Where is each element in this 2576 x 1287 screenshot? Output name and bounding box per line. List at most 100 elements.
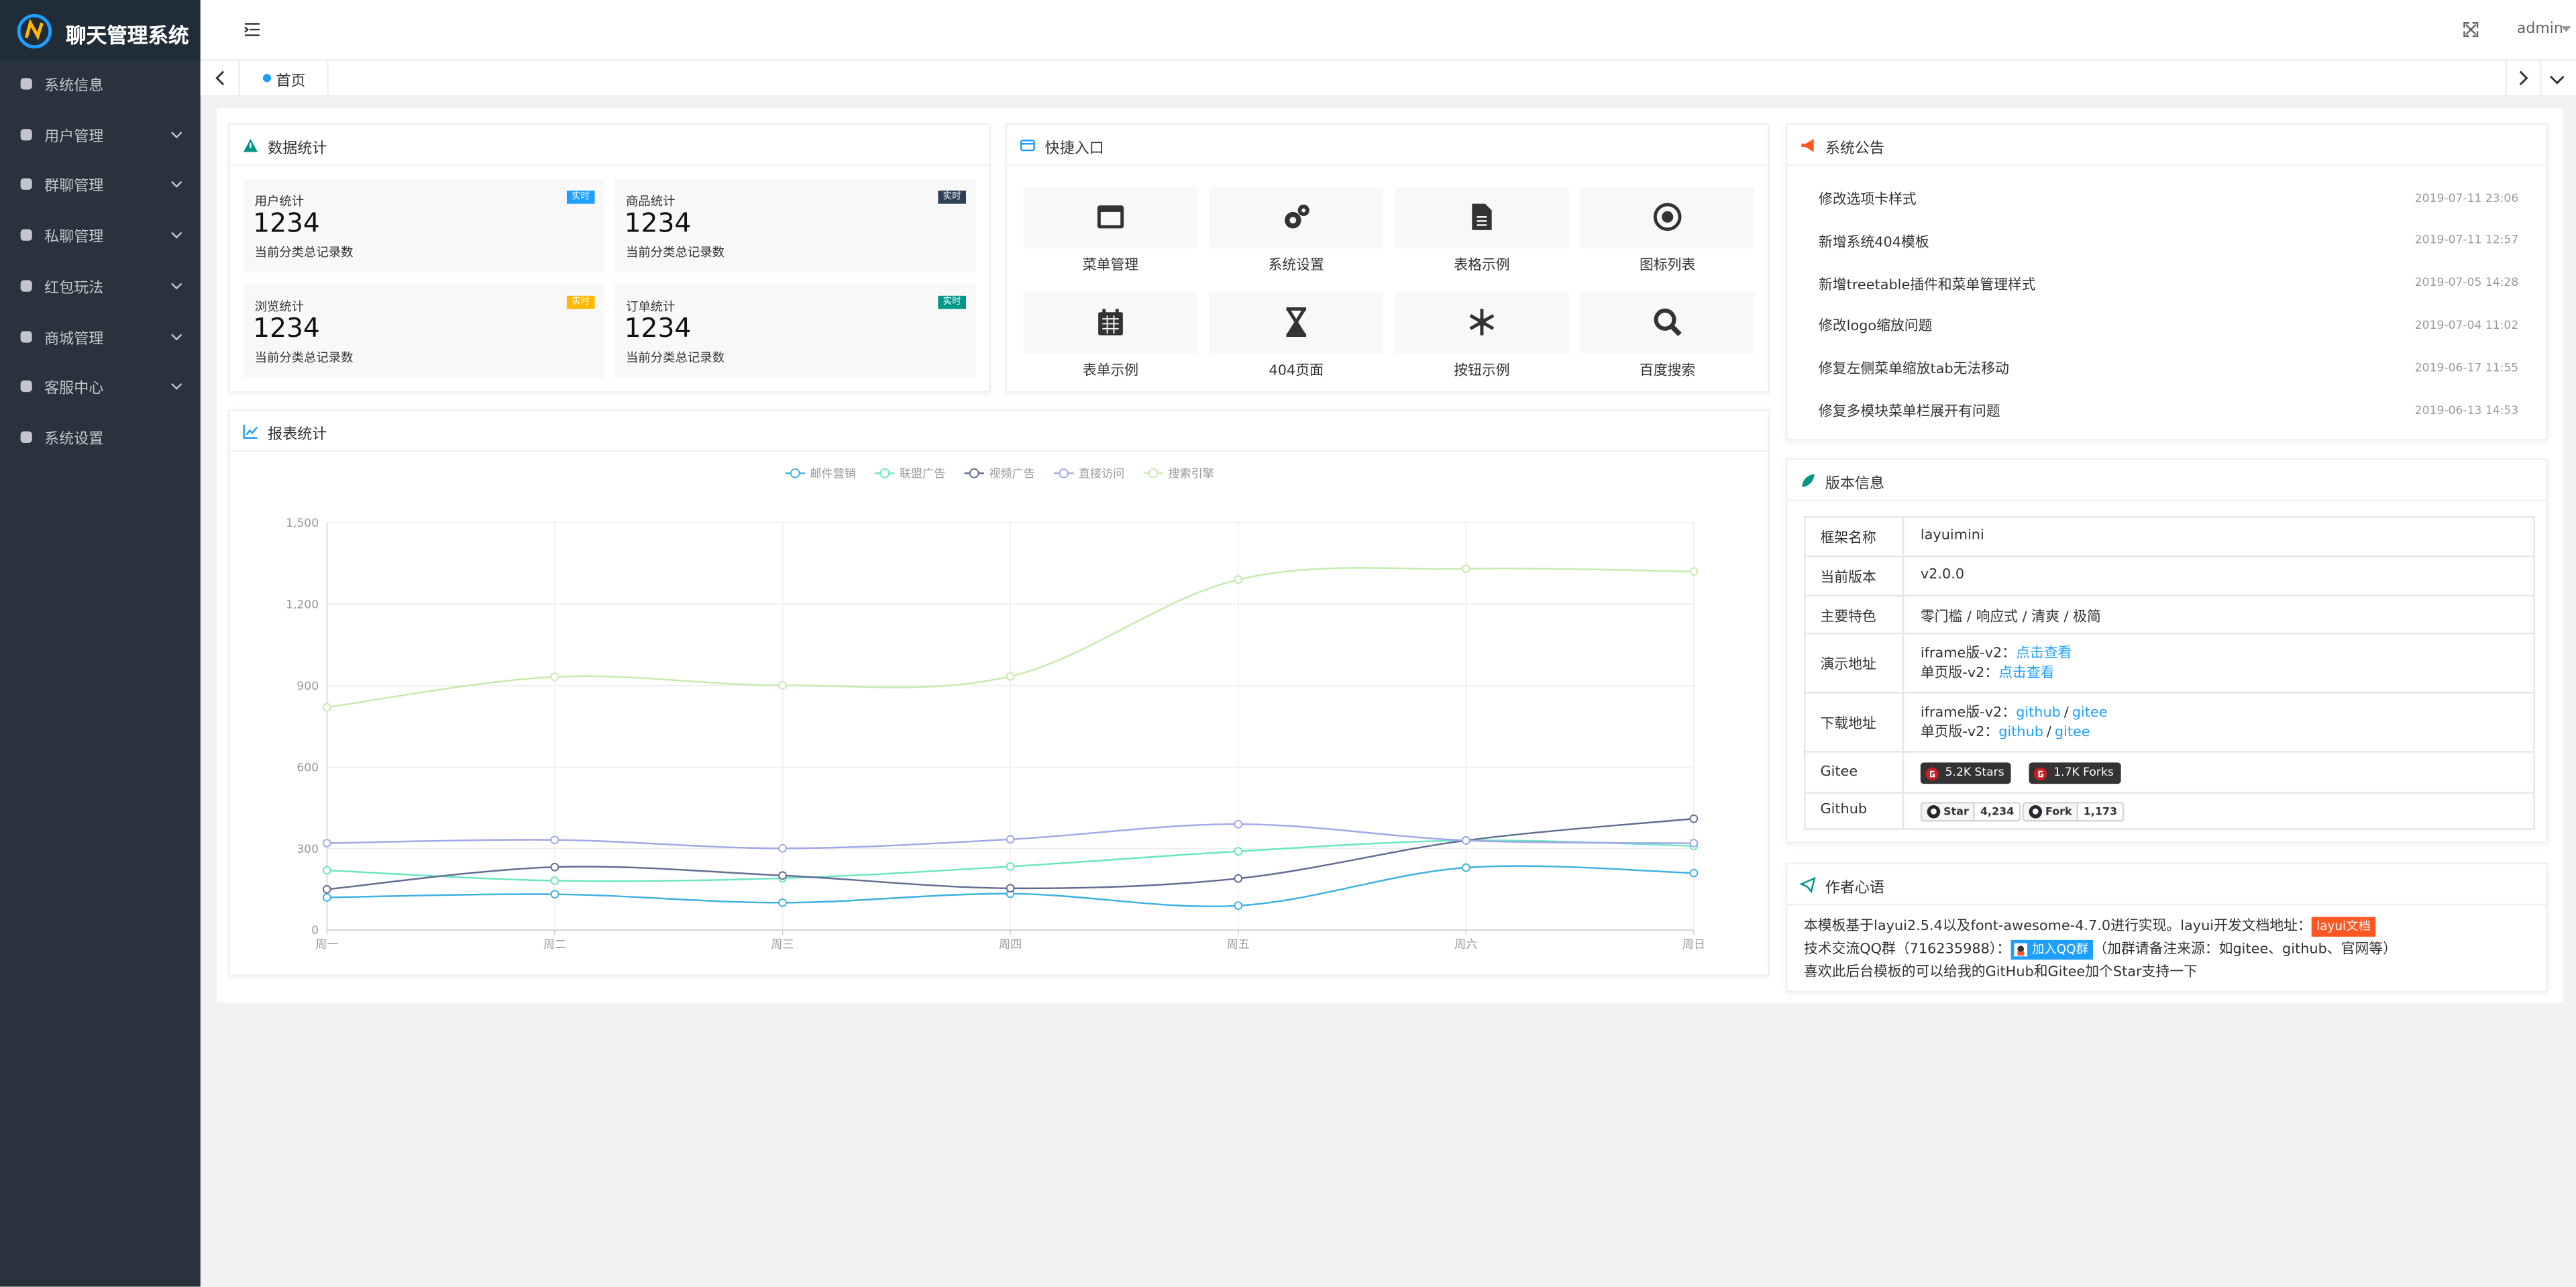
version-key-cell — [1805, 596, 1904, 633]
menu-item[interactable]: 商城管理 — [0, 311, 201, 360]
series-point — [778, 871, 787, 880]
author-tag[interactable]: layui文档 — [2311, 917, 2376, 937]
github-button[interactable]: Star 4,234 — [1920, 801, 2021, 821]
version-key: 下载地址 — [1820, 716, 1876, 733]
menu-item[interactable]: 用户管理 — [0, 109, 201, 158]
github-icon-shape — [1931, 808, 1937, 815]
notice-item[interactable]: 新增treetable插件和菜单管理样式 2019-07-05 14:28 — [1819, 274, 2518, 294]
gitee-icon-shape — [2038, 770, 2043, 777]
shortcut-tile[interactable]: 图标列表 — [1580, 187, 1755, 274]
shortcut-icon-box — [1023, 292, 1198, 354]
series-point — [550, 835, 559, 845]
notice-text: 修改选项卡样式 — [1819, 192, 1917, 209]
stat-value: 1234 — [624, 312, 692, 344]
menu-item[interactable]: 私聊管理 — [0, 211, 201, 260]
version-line: iframe版-v2：点击查看 — [1921, 643, 2072, 662]
shortcut-label: 百度搜索 — [1640, 363, 1696, 380]
version-link[interactable]: 点击查看 — [2016, 646, 2072, 662]
x-tick-label: 周一 — [315, 938, 338, 951]
notice-date: 2019-06-13 14:53 — [2414, 403, 2519, 417]
menu-icon — [20, 380, 32, 393]
shortcut-tile[interactable]: 菜单管理 — [1023, 187, 1198, 274]
menu-chevron-shape — [171, 333, 182, 340]
top-header: admin — [200, 0, 2576, 61]
author-tag[interactable]: 加入QQ群 — [2010, 939, 2094, 960]
chart-body: 0 300 600 900 1,200 1,500 周一 周二 周三 周四 周五 周六 周日 邮件营销 联盟… — [286, 467, 1705, 951]
menu-label: 私聊管理 — [44, 230, 104, 247]
author-text: （加群请备注来源：如gitee、github、官网等） — [2093, 941, 2397, 958]
tab-menu — [2550, 75, 2565, 85]
notice-item[interactable]: 修复多模块菜单栏展开有问题 2019-06-13 14:53 — [1819, 401, 2518, 421]
shortcut-tile[interactable]: 按钮示例 — [1395, 292, 1569, 380]
notice-item[interactable]: 修复左侧菜单缩放tab无法移动 2019-06-17 11:55 — [1819, 358, 2518, 378]
notice-item[interactable]: 修改选项卡样式 2019-07-11 23:06 — [1819, 189, 2518, 209]
shortcut-icon — [1472, 203, 1492, 230]
chart-panel: 报表统计 0 300 600 900 1,200 1,500 周一 周二 周三 周四 周五 周六 周日 邮件… — [228, 409, 1770, 976]
shortcut-icon-shape — [1102, 315, 1119, 334]
series-point — [322, 839, 331, 847]
panel-icon-shape — [246, 426, 258, 435]
stat-card: 商品统计 实时 1234 当前分类总记录数 — [614, 178, 976, 273]
menu-item[interactable]: 系统设置 — [0, 412, 201, 461]
shortcut-icon — [1286, 307, 1306, 338]
menu-item[interactable]: 客服中心 — [0, 362, 201, 411]
version-prefix: 单页版-v2： — [1920, 665, 1999, 682]
logo-icon-shape — [17, 13, 52, 49]
shortcut-icon-box — [1395, 187, 1569, 248]
version-line: 单页版-v2：github / gitee — [1921, 721, 2090, 741]
version-value: 零门槛 / 响应式 / 清爽 / 极简 — [1920, 609, 2101, 625]
menu-label: 系统设置 — [44, 431, 104, 449]
shortcut-tile[interactable]: 百度搜索 — [1580, 292, 1755, 380]
menu-chevron — [171, 181, 182, 189]
gitee-badge[interactable]: 1.7K Forks — [2029, 762, 2121, 784]
series-point — [322, 893, 331, 902]
author-line: 技术交流QQ群（716235988）： 加入QQ群 （加群请备注来源：如gitee、… — [1804, 939, 2397, 960]
menu-chevron-shape — [171, 131, 182, 138]
series-point — [1234, 575, 1243, 584]
version-link[interactable]: github — [2016, 705, 2061, 722]
panel-icon — [1020, 140, 1035, 152]
shortcut-icon-shape — [1286, 307, 1306, 338]
stat-card: 订单统计 实时 1234 当前分类总记录数 — [614, 284, 976, 378]
user-name[interactable]: admin — [2516, 21, 2563, 38]
gitee-icon — [2033, 766, 2047, 780]
shortcut-tile[interactable]: 404页面 — [1209, 292, 1384, 380]
y-tick-label: 300 — [297, 843, 319, 856]
panel-header-line — [1787, 164, 2546, 166]
version-key-cell — [1805, 752, 1904, 792]
github-button[interactable]: Fork 1,173 — [2022, 801, 2124, 821]
version-link[interactable]: gitee — [2054, 725, 2090, 741]
notice-item[interactable]: 新增系统404模板 2019-07-11 12:57 — [1819, 231, 2518, 251]
series-point — [1006, 835, 1015, 844]
notice-date: 2019-07-11 23:06 — [2414, 191, 2519, 205]
menu-item[interactable]: 红包玩法 — [0, 261, 201, 310]
gitee-badge[interactable]: 5.2K Stars — [1920, 762, 2011, 784]
version-link[interactable]: 点击查看 — [1998, 665, 2055, 682]
shortcut-tile[interactable]: 表单示例 — [1023, 292, 1198, 380]
sidebar: 聊天管理系统 系统信息 用户管理 群聊管理 私聊管理 红包玩法 商城管理 客服中心 系统设置 — [0, 0, 201, 1287]
shortcut-icon-shape — [1115, 309, 1119, 314]
menu-item[interactable]: 系统信息 — [0, 59, 201, 108]
shortcut-tile[interactable]: 系统设置 — [1209, 187, 1384, 274]
tab-bar: 首页 — [200, 60, 2576, 97]
menu-chevron — [171, 282, 182, 290]
notice-date: 2019-07-11 12:57 — [2414, 234, 2519, 248]
panel-header-line — [1787, 499, 2546, 501]
author-panel: 作者心语 本模板基于layui2.5.4以及font-awesome-4.7.0进… — [1786, 862, 2548, 993]
version-key: 框架名称 — [1820, 531, 1876, 548]
shortcut-icon — [1098, 309, 1123, 336]
github-icon — [1927, 805, 1941, 819]
shortcut-icon-shape — [1289, 217, 1297, 224]
menu-chevron-shape — [171, 181, 182, 189]
notice-date: 2019-06-17 11:55 — [2414, 361, 2519, 374]
shortcut-tile[interactable]: 表格示例 — [1395, 187, 1569, 274]
version-link[interactable]: gitee — [2072, 705, 2108, 722]
shortcut-icon — [1285, 204, 1309, 229]
notice-item[interactable]: 修改logo缩放问题 2019-07-04 11:02 — [1819, 316, 2518, 336]
tab-item[interactable]: 首页 — [246, 60, 329, 97]
legend-label: 搜索引擎 — [1168, 467, 1214, 480]
menu-chevron — [171, 333, 182, 340]
menu-item[interactable]: 群聊管理 — [0, 160, 201, 209]
version-link[interactable]: github — [1998, 725, 2043, 741]
legend-marker — [1059, 468, 1069, 478]
